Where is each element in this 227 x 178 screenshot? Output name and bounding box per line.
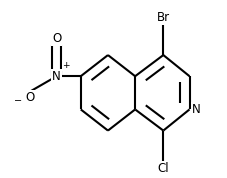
Text: Cl: Cl xyxy=(157,162,168,175)
Text: +: + xyxy=(62,61,69,70)
Text: O: O xyxy=(26,91,35,104)
Text: N: N xyxy=(52,70,61,83)
Text: −: − xyxy=(14,96,22,106)
Text: Br: Br xyxy=(156,11,169,24)
Text: N: N xyxy=(191,103,199,116)
Text: O: O xyxy=(52,32,61,45)
